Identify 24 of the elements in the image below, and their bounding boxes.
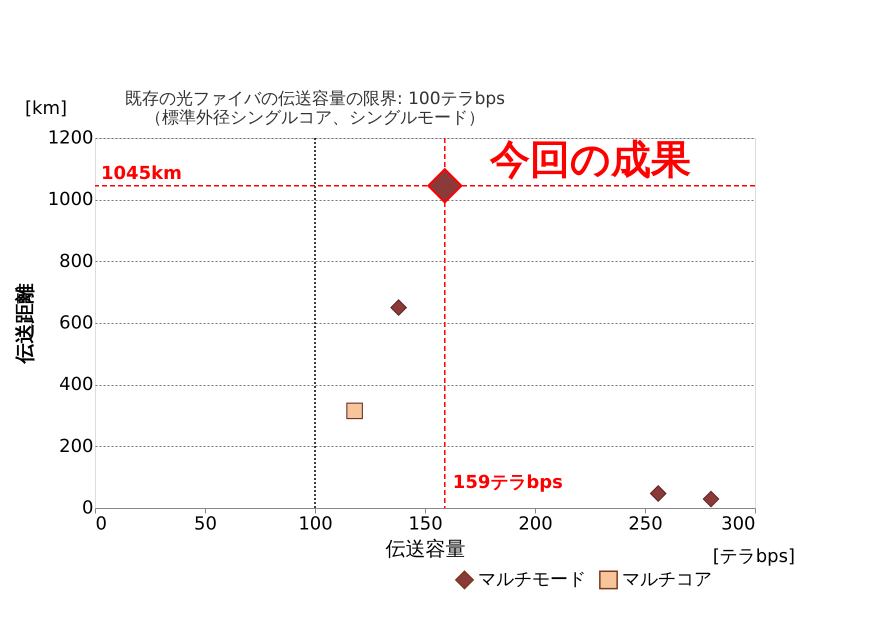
- x-axis-title: 伝送容量: [386, 536, 466, 560]
- y-tick-label: 400: [59, 374, 94, 396]
- ref-line-label: 159テラbps: [452, 472, 563, 493]
- annotation: 今回の成果: [488, 136, 691, 183]
- ref-line-label: 1045km: [101, 162, 182, 184]
- x-tick-label: 50: [194, 514, 217, 534]
- x-tick-label: 300: [721, 514, 756, 534]
- y-tick-label: 600: [59, 312, 94, 334]
- y-tick-label: 800: [59, 250, 94, 272]
- y-tick-label: 0: [82, 498, 94, 518]
- x-tick-label: 250: [628, 514, 663, 534]
- text: [テラbps]: [712, 546, 795, 567]
- y-axis-title: 伝送距離: [12, 284, 37, 364]
- x-tick-label: 200: [518, 514, 553, 534]
- x-tick-label: 100: [298, 514, 333, 534]
- x-tick-label: 150: [408, 514, 443, 534]
- x-tick-label: 0: [96, 514, 107, 534]
- y-tick-label: 200: [59, 436, 94, 457]
- y-tick-label: 1000: [48, 189, 94, 210]
- text: [km]: [25, 98, 68, 119]
- legend-label: マルチモード: [478, 568, 586, 590]
- legend-label: マルチコア: [622, 568, 712, 590]
- ref-line-label: 既存の光ファイバの伝送容量の限界: 100テラbps （標準外径シングルコア、シングルモード）: [124, 89, 506, 128]
- y-tick-label: 1200: [48, 128, 94, 148]
